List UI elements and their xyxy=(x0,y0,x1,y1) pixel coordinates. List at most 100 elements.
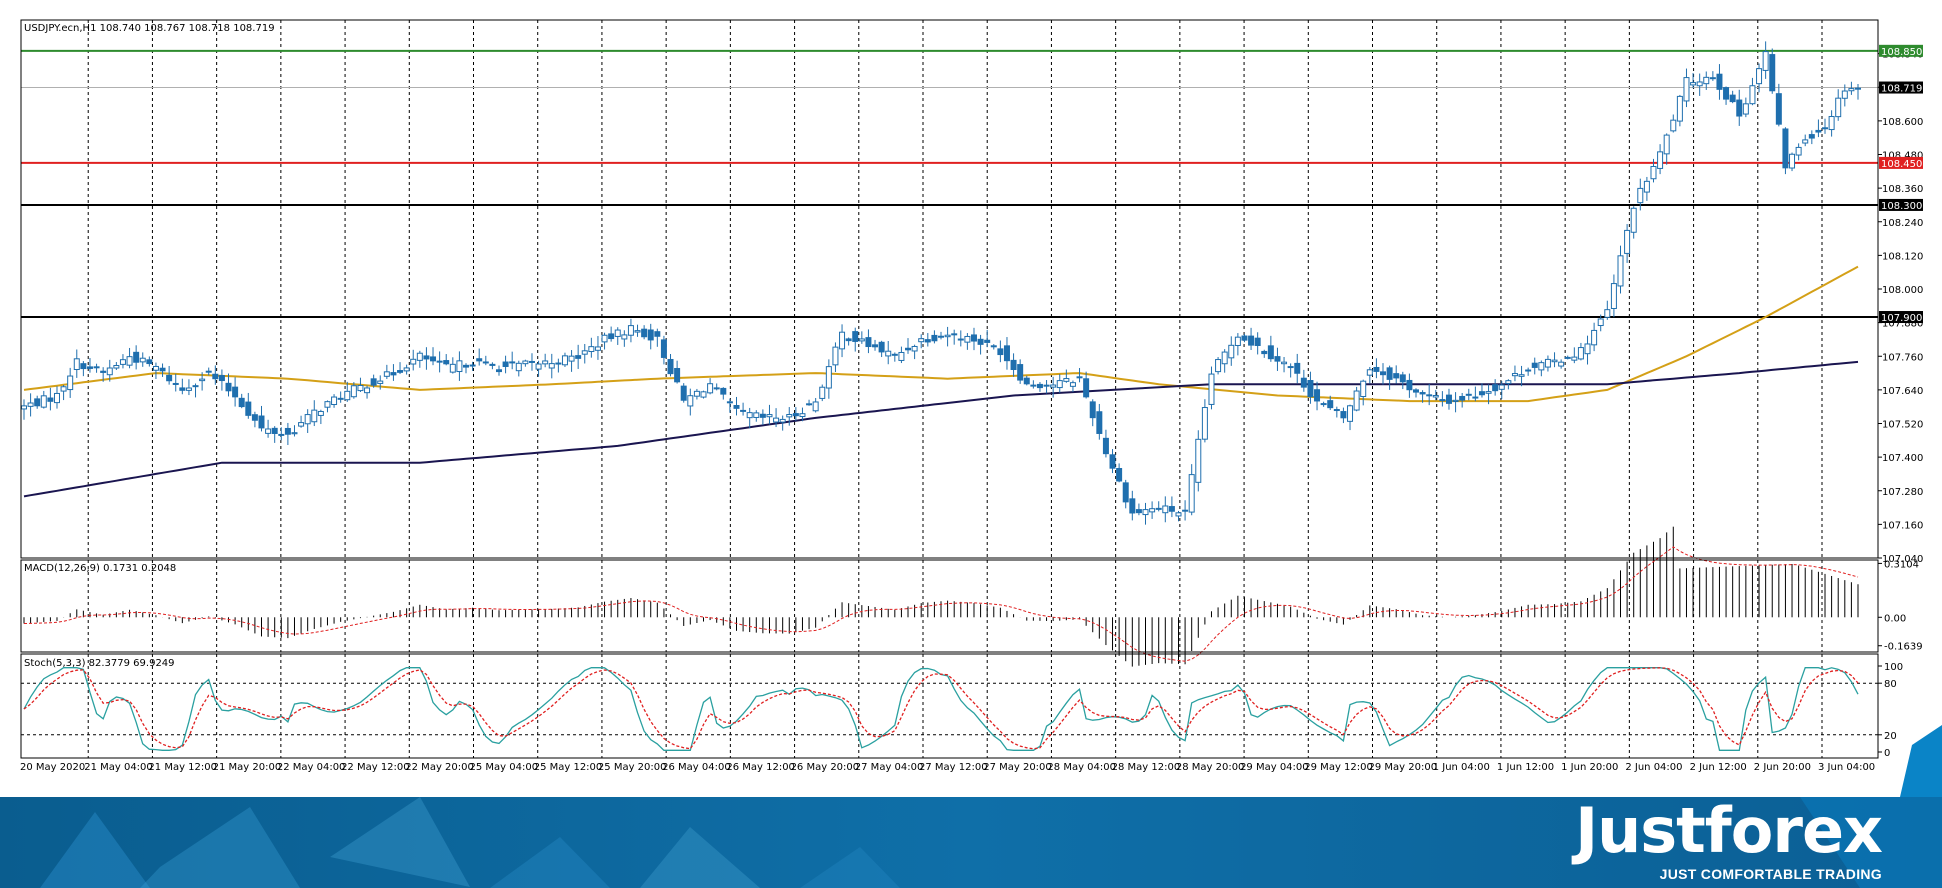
time-tick-label: 26 May 20:00 xyxy=(791,762,860,773)
time-tick-label: 21 May 20:00 xyxy=(213,762,282,773)
time-tick-label: 21 May 12:00 xyxy=(148,762,217,773)
brand-logo: Justforex JUST COMFORTABLE TRADING xyxy=(1575,800,1883,883)
candle-body xyxy=(1188,474,1195,513)
candle-body xyxy=(786,414,793,418)
candle-body xyxy=(271,427,278,434)
candle-body xyxy=(1076,376,1083,379)
candle-body xyxy=(86,366,93,369)
time-tick-label: 2 Jun 20:00 xyxy=(1754,762,1811,773)
candle-body xyxy=(865,337,872,348)
candle-body xyxy=(1624,229,1631,254)
candle-body xyxy=(568,355,575,362)
candle-body xyxy=(1558,361,1565,367)
price-tick-label: 108.000 xyxy=(1882,285,1923,296)
candle-body xyxy=(304,414,311,425)
candle-body xyxy=(660,339,667,358)
candle-body xyxy=(964,335,971,343)
candle-body xyxy=(47,397,54,402)
candle-body xyxy=(1380,371,1387,376)
candle-body xyxy=(938,335,944,338)
time-tick-label: 25 May 20:00 xyxy=(598,762,667,773)
candle-body xyxy=(1175,512,1182,517)
candle-body xyxy=(1083,378,1090,398)
candle-body xyxy=(1650,165,1657,180)
candle-body xyxy=(344,390,351,401)
candle-body xyxy=(60,386,67,392)
candle-body xyxy=(278,433,285,436)
candle-body xyxy=(1162,505,1169,514)
candle-body xyxy=(819,386,826,399)
candle-body xyxy=(166,374,173,382)
time-tick-label: 27 May 20:00 xyxy=(983,762,1052,773)
level-price-label: 107.900 xyxy=(1881,313,1922,324)
candle-body xyxy=(489,363,496,366)
candle-body xyxy=(693,390,700,397)
candle-body xyxy=(944,334,951,338)
candle-body xyxy=(463,364,470,368)
macd-tick-label: -0.1639 xyxy=(1884,642,1923,653)
candle-body xyxy=(179,387,186,391)
candle-body xyxy=(21,405,27,410)
candle-body xyxy=(482,361,489,364)
candle-body xyxy=(311,409,318,423)
candle-body xyxy=(1353,390,1360,411)
candle-body xyxy=(284,427,291,435)
candle-body xyxy=(1234,336,1241,346)
time-tick-label: 26 May 04:00 xyxy=(662,762,731,773)
candle-body xyxy=(1525,369,1532,372)
candle-body xyxy=(1802,139,1809,144)
time-tick-label: 21 May 04:00 xyxy=(84,762,153,773)
price-tick-label: 107.520 xyxy=(1882,420,1923,431)
candle-body xyxy=(377,380,384,384)
candle-body xyxy=(1287,366,1294,369)
candle-body xyxy=(1412,389,1419,393)
candle-body xyxy=(324,401,331,408)
candle-body xyxy=(858,338,865,342)
candle-body xyxy=(397,370,404,373)
candle-body xyxy=(212,373,219,380)
candle-body xyxy=(205,370,212,373)
main-pane xyxy=(20,19,1879,559)
candle-body xyxy=(1505,380,1512,384)
candle-body xyxy=(726,401,733,404)
candle-body xyxy=(80,363,87,370)
candle-body xyxy=(891,353,898,356)
price-tick-label: 107.760 xyxy=(1882,352,1923,363)
candle-body xyxy=(403,367,410,372)
candle-body xyxy=(199,378,206,382)
candle-body xyxy=(1096,411,1103,434)
candle-body xyxy=(1696,81,1703,87)
candle-body xyxy=(561,355,568,366)
candle-body xyxy=(1445,394,1452,404)
candle-body xyxy=(1683,77,1690,102)
time-tick-label: 28 May 04:00 xyxy=(1047,762,1116,773)
candle-body xyxy=(773,417,780,423)
candle-body xyxy=(1749,85,1756,105)
candle-body xyxy=(1419,392,1426,395)
candle-body xyxy=(1168,506,1175,512)
candle-body xyxy=(1182,509,1189,512)
macd-label: MACD(12,26,9) 0.1731 0.2048 xyxy=(24,563,176,574)
candle-body xyxy=(898,351,905,361)
corner-accent xyxy=(1900,725,1942,797)
candle-body xyxy=(1254,337,1261,346)
candle-body xyxy=(1584,343,1591,355)
candle-body xyxy=(1300,377,1307,388)
candle-body xyxy=(350,385,357,398)
candle-body xyxy=(680,385,687,401)
time-tick-label: 2 Jun 12:00 xyxy=(1690,762,1747,773)
candle-body xyxy=(1069,382,1076,387)
candle-body xyxy=(1855,87,1861,90)
candle-body xyxy=(918,338,925,343)
time-tick-label: 1 Jun 04:00 xyxy=(1433,762,1490,773)
candle-body xyxy=(852,331,859,342)
candle-body xyxy=(331,396,338,406)
candle-body xyxy=(1835,97,1842,118)
candle-body xyxy=(469,364,476,367)
candle-body xyxy=(1426,394,1433,397)
moving-average-fast-line xyxy=(23,265,1859,403)
candle-body xyxy=(766,414,773,418)
candle-body xyxy=(759,413,766,418)
time-tick-label: 22 May 04:00 xyxy=(277,762,346,773)
candle-body xyxy=(1399,374,1406,383)
